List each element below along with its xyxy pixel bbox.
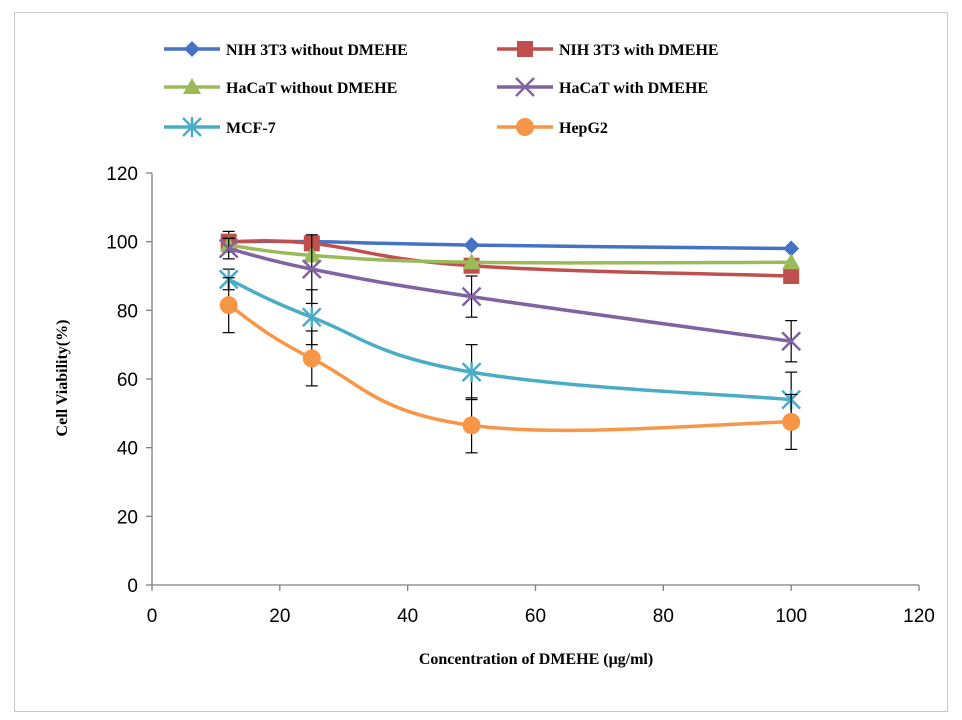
data-point	[462, 253, 481, 270]
legend-marker	[182, 117, 202, 137]
legend-marker	[184, 41, 200, 57]
data-point	[782, 412, 801, 431]
y-tick-label: 120	[106, 164, 138, 185]
data-point	[461, 286, 482, 307]
x-tick-label: 100	[775, 606, 807, 627]
data-point	[219, 296, 238, 315]
y-tick-label: 80	[117, 301, 138, 322]
legend-label: MCF-7	[226, 120, 276, 137]
legend-label: HaCaT with DMEHE	[559, 80, 708, 97]
legend: NIH 3T3 without DMEHE NIH 3T3 with DMEHE H…	[164, 41, 719, 137]
legend-label: HepG2	[559, 120, 608, 137]
marker-stroke	[461, 286, 482, 307]
x-tick-label: 80	[653, 606, 674, 627]
series-4	[218, 268, 802, 428]
marker-stroke	[515, 77, 535, 97]
series-layer	[218, 230, 802, 454]
y-tick-label: 100	[106, 233, 138, 254]
y-tick-label: 0	[127, 576, 138, 597]
legend-item: HepG2	[497, 118, 608, 137]
legend-label: NIH 3T3 with DMEHE	[559, 42, 719, 59]
series-line	[227, 277, 792, 402]
y-tick-label: 60	[117, 370, 138, 391]
series-5	[219, 277, 801, 454]
legend-label: HaCaT without DMEHE	[226, 80, 397, 97]
data-point	[783, 240, 800, 257]
x-tick-label: 120	[903, 606, 935, 627]
data-point	[783, 268, 800, 284]
data-point	[781, 331, 802, 352]
legend-item: HaCaT without DMEHE	[164, 78, 397, 97]
data-point	[463, 237, 480, 254]
data-point	[782, 253, 801, 270]
x-tick-label: 20	[269, 606, 290, 627]
marker-stroke	[301, 259, 322, 280]
data-point	[301, 259, 322, 280]
legend-item: NIH 3T3 without DMEHE	[164, 41, 408, 59]
axes: 0 20 40 60 80 100 120 0 20 40 60 80 100 120	[106, 164, 935, 627]
legend-label: NIH 3T3 without DMEHE	[226, 42, 408, 59]
marker-stroke	[218, 238, 239, 259]
legend-marker	[517, 41, 533, 57]
legend-marker	[516, 118, 534, 136]
series-line	[227, 303, 792, 433]
legend-item: MCF-7	[164, 117, 276, 137]
legend-item: HaCaT with DMEHE	[497, 77, 708, 97]
series-line	[228, 246, 792, 343]
x-tick-label: 40	[397, 606, 418, 627]
data-point	[302, 349, 321, 368]
marker-stroke	[781, 331, 802, 352]
series-3	[218, 234, 802, 363]
x-axis-title: Concentration of DMEHE (μg/ml)	[419, 651, 653, 668]
data-point	[462, 416, 481, 435]
legend-marker	[183, 78, 201, 94]
y-tick-label: 20	[117, 507, 138, 528]
series-line	[228, 243, 792, 265]
data-point	[461, 362, 482, 383]
x-tick-label: 0	[147, 606, 158, 627]
y-tick-label: 40	[117, 439, 138, 460]
legend-marker	[515, 77, 535, 97]
data-point	[301, 307, 322, 328]
y-axis-title: Cell Viability(%)	[54, 320, 71, 437]
data-point	[218, 238, 239, 259]
x-tick-label: 60	[525, 606, 546, 627]
legend-item: NIH 3T3 with DMEHE	[497, 41, 719, 59]
